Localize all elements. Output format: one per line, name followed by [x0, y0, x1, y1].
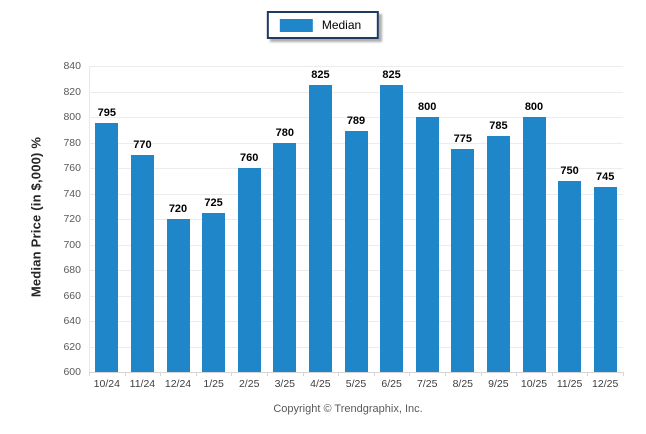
- bar: [202, 212, 226, 372]
- bar: [380, 85, 404, 372]
- x-tick-mark: [124, 372, 126, 376]
- x-tick-label: 9/25: [488, 378, 509, 390]
- bar: [308, 85, 332, 372]
- y-tick-label: 820: [63, 85, 81, 98]
- bar-value-label: 800: [524, 101, 544, 113]
- x-tick-mark: [551, 372, 553, 376]
- y-tick-label: 600: [63, 366, 81, 378]
- x-tick-mark: [267, 372, 268, 376]
- x-tick-mark: [373, 372, 375, 376]
- x-tick-mark: [338, 372, 340, 376]
- x-tick-label: 1/25: [203, 378, 224, 390]
- y-tick-label: 680: [63, 264, 81, 276]
- bar: [130, 155, 154, 372]
- x-tick-mark: [195, 372, 197, 376]
- y-tick-label: 700: [63, 238, 81, 251]
- legend: Median: [266, 11, 380, 39]
- y-tick-label: 640: [63, 315, 81, 327]
- x-tick-label: 4/25: [310, 378, 331, 390]
- legend-label: Median: [321, 18, 362, 32]
- bar: [593, 187, 617, 372]
- bar-value-label: 770: [133, 139, 152, 152]
- bar-value-label: 745: [596, 171, 615, 184]
- bar: [486, 136, 510, 372]
- x-tick-label: 10/25: [520, 378, 548, 390]
- bar-value-label: 760: [240, 152, 259, 164]
- x-tick-label: 7/25: [416, 378, 438, 390]
- y-axis-title: Median Price (in $,000) %: [28, 136, 44, 298]
- bar: [166, 219, 190, 372]
- x-tick-label: 8/25: [452, 378, 474, 390]
- bar-value-label: 725: [204, 196, 223, 209]
- bar-value-label: 720: [168, 203, 188, 215]
- gridline: [89, 117, 623, 118]
- x-tick-mark: [445, 372, 446, 376]
- bar-value-label: 789: [346, 115, 366, 128]
- plot-area: 600 620 640 660 680 700 720 740 760 780 800 820 840 7…: [63, 60, 624, 390]
- x-tick-label: 12/24: [164, 378, 192, 390]
- x-tick-mark: [409, 372, 411, 376]
- x-tick-label: 11/24: [129, 378, 156, 390]
- gridline: [89, 91, 623, 93]
- x-tick-mark: [516, 372, 518, 376]
- y-tick-label: 800: [63, 111, 81, 123]
- x-tick-mark: [231, 372, 233, 376]
- x-tick-mark: [89, 372, 90, 376]
- bar: [451, 148, 475, 372]
- bar-value-label: 750: [560, 164, 579, 177]
- x-tick-label: 5/25: [345, 378, 367, 390]
- bar: [273, 142, 297, 372]
- bar: [558, 180, 582, 372]
- x-tick-label: 3/25: [274, 378, 296, 390]
- y-tick-label: 720: [63, 213, 81, 225]
- y-tick-label: 840: [63, 60, 81, 72]
- x-tick-mark: [480, 372, 482, 376]
- y-tick-label: 660: [63, 289, 81, 302]
- bar: [237, 168, 261, 372]
- copyright-text: Copyright © Trendgraphix, Inc.: [273, 403, 423, 415]
- y-tick-label: 620: [63, 340, 81, 353]
- bar: [95, 123, 119, 372]
- x-tick-label: 12/25: [592, 378, 619, 390]
- bar-value-label: 785: [489, 120, 508, 133]
- bar: [415, 117, 439, 372]
- y-tick-label: 780: [63, 136, 81, 149]
- x-tick-mark: [160, 372, 162, 376]
- bar-value-label: 780: [275, 126, 294, 139]
- bar: [522, 117, 546, 372]
- bar-value-label: 800: [418, 101, 437, 113]
- bar-value-label: 825: [382, 69, 401, 82]
- bar-value-label: 825: [311, 69, 330, 82]
- x-tick-label: 11/25: [556, 378, 583, 390]
- y-tick-label: 760: [63, 162, 81, 174]
- bar-value-label: 775: [453, 132, 472, 145]
- x-tick-label: 2/25: [238, 378, 260, 390]
- gridline: [89, 66, 623, 67]
- bar: [344, 131, 368, 372]
- x-tick-label: 6/25: [381, 378, 402, 390]
- x-tick-label: 10/24: [93, 378, 120, 390]
- x-tick-mark: [302, 372, 304, 376]
- x-tick-mark: [587, 372, 589, 376]
- gridline: [89, 372, 623, 373]
- bar-value-label: 795: [97, 107, 116, 120]
- x-tick-mark: [623, 372, 624, 376]
- y-tick-label: 740: [63, 187, 81, 200]
- legend-swatch-median: [279, 18, 313, 32]
